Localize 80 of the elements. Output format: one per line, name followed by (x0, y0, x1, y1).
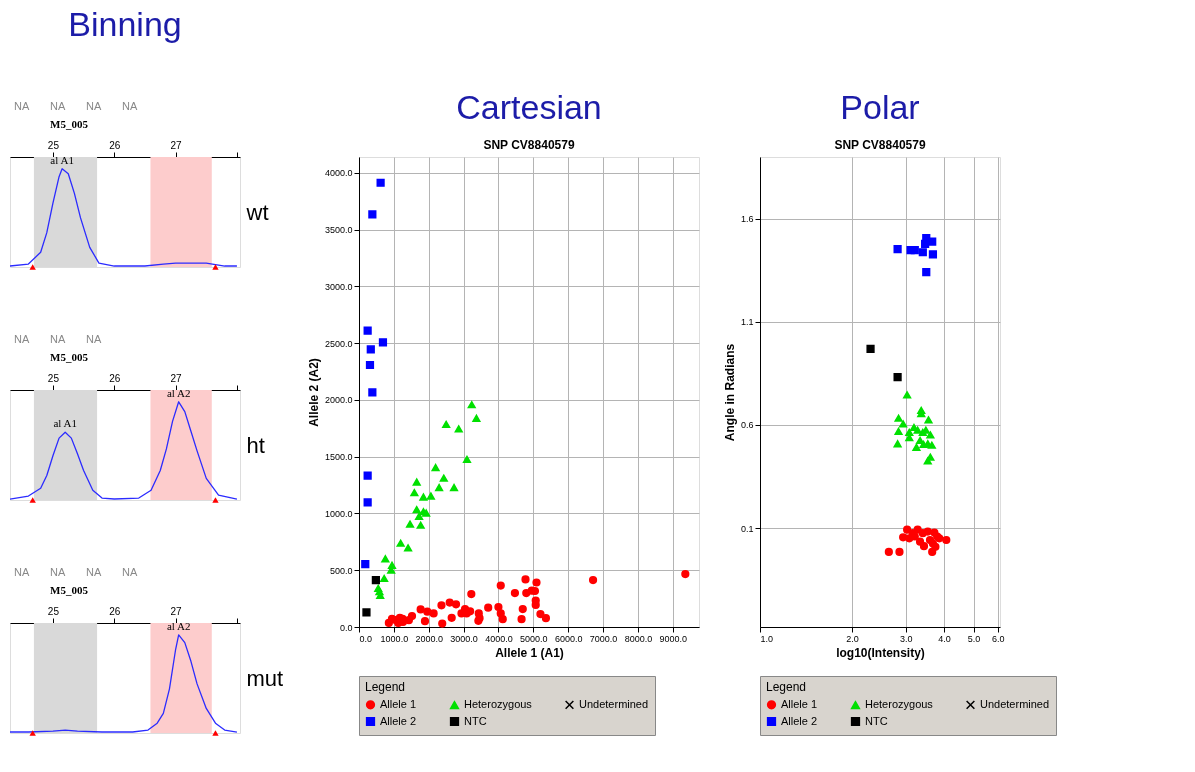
x-tick-label: 27 (170, 605, 183, 617)
text: NA (122, 566, 138, 578)
legend-label: Undetermined (980, 697, 1050, 710)
legend-label: Heterozygous (865, 698, 934, 711)
legend-label: Allele 2 (781, 714, 818, 727)
x-tick-label: 4000.0 (485, 633, 513, 644)
x-axis-title: Allele 1 (A1) (495, 645, 564, 660)
x-tick-label: 6000.0 (554, 633, 583, 644)
x-axis-title: log10(Intensity) (836, 645, 925, 660)
chart-subtitle: SNP CV8840579 (834, 138, 926, 152)
legend-label: NTC (865, 714, 888, 727)
legend-label: Allele 1 (380, 697, 417, 710)
legend-label: Allele 1 (781, 697, 818, 710)
x-tick-label: 2.0 (846, 633, 859, 644)
x-tick-label: 3.0 (900, 633, 913, 644)
chart-subtitle: SNP CV8840579 (483, 138, 575, 152)
y-tick-label: 4000.0 (324, 168, 353, 179)
text: M5_005 (50, 118, 89, 130)
x-tick-label: 27 (170, 139, 183, 151)
y-axis-title: wt (245, 199, 269, 225)
annotation: al A1 (53, 417, 77, 430)
x-tick-label: 1000.0 (380, 633, 409, 644)
text: NA (86, 566, 102, 578)
x-tick-label: 27 (170, 372, 183, 384)
text: NA (50, 100, 66, 112)
y-tick-label: 2000.0 (324, 395, 353, 406)
x-tick-label: 2000.0 (415, 633, 444, 644)
y-axis-title: Angle in Radians (722, 343, 737, 442)
annotation: al A2 (166, 386, 191, 399)
legend-label: Allele 2 (380, 714, 417, 727)
x-tick-label: 25 (47, 372, 60, 384)
y-axis-title: mut (246, 665, 284, 691)
x-tick-label: 7000.0 (589, 633, 618, 644)
x-tick-label: 25 (47, 605, 60, 617)
x-tick-label: 0.0 (359, 633, 373, 644)
x-tick-label: 8000.0 (624, 633, 653, 644)
y-tick-label: 1.1 (740, 317, 754, 328)
chart-title: Binning (68, 5, 182, 43)
y-tick-label: 2500.0 (324, 338, 353, 349)
y-tick-label: 0.1 (740, 523, 754, 534)
text: M5_005 (50, 584, 89, 596)
x-tick-label: 5000.0 (520, 633, 548, 644)
y-tick-label: 1500.0 (324, 452, 353, 463)
x-tick-label: 5.0 (967, 633, 981, 644)
text: NA (14, 566, 30, 578)
legend-label: Heterozygous (464, 698, 533, 711)
x-tick-label: 26 (109, 372, 121, 384)
legend-title: Legend (365, 680, 406, 694)
x-tick-label: 4.0 (938, 633, 951, 644)
y-axis-title: Allele 2 (A2) (306, 358, 321, 427)
y-tick-label: 3500.0 (324, 225, 353, 236)
legend-label: Undetermined (579, 697, 649, 710)
text: NA (14, 333, 30, 345)
x-tick-label: 26 (109, 605, 121, 617)
x-tick-label: 3000.0 (450, 633, 478, 644)
text: NA (50, 566, 66, 578)
annotation: al A1 (50, 153, 74, 166)
text: NA (86, 333, 102, 345)
x-tick-label: 1.0 (760, 633, 774, 644)
y-tick-label: 0.0 (339, 622, 353, 633)
chart-title: Polar (840, 88, 920, 126)
x-tick-label: 26 (109, 139, 121, 151)
annotation: al A2 (166, 619, 191, 632)
y-tick-label: 3000.0 (324, 281, 353, 292)
y-tick-label: 0.6 (740, 420, 754, 431)
text: NA (122, 100, 138, 112)
text: M5_005 (50, 351, 89, 363)
y-tick-label: 500.0 (329, 565, 353, 576)
legend-title: Legend (766, 680, 807, 694)
x-tick-label: 6.0 (992, 633, 1005, 644)
chart-title: Cartesian (456, 88, 602, 126)
text: NA (86, 100, 102, 112)
legend-label: NTC (464, 714, 487, 727)
text: NA (14, 100, 30, 112)
x-tick-label: 9000.0 (659, 633, 688, 644)
y-tick-label: 1000.0 (324, 508, 353, 519)
y-axis-title: ht (246, 432, 265, 458)
y-tick-label: 1.6 (740, 214, 754, 225)
x-tick-label: 25 (47, 139, 60, 151)
text: NA (50, 333, 66, 345)
